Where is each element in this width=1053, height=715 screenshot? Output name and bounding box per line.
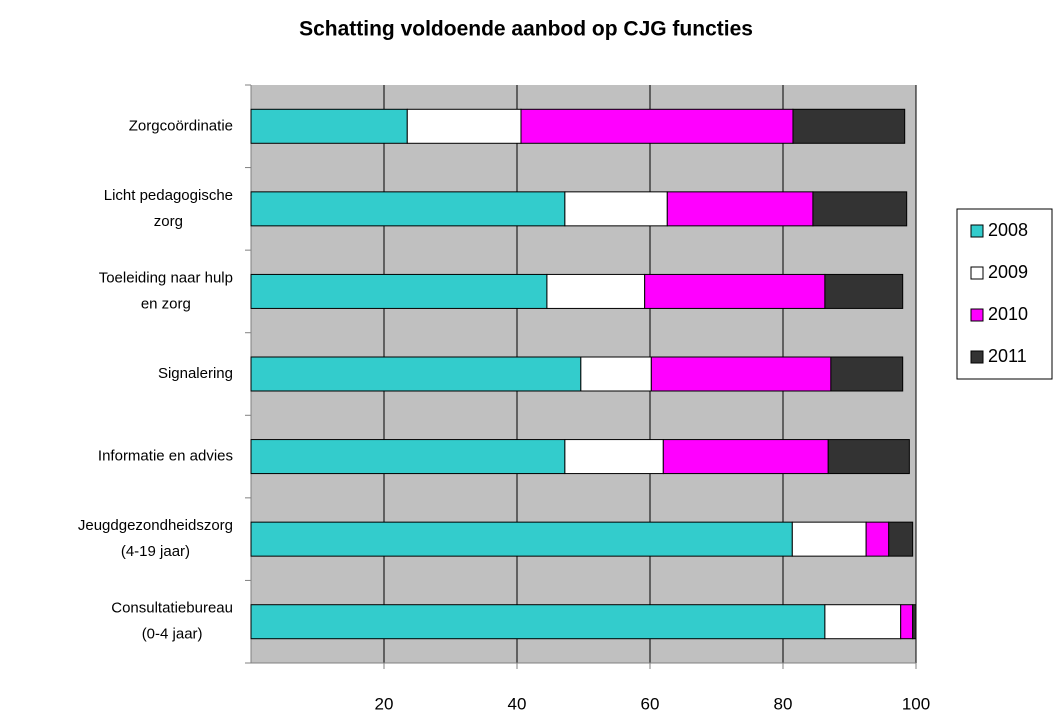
bar-segment — [250, 273, 548, 309]
x-tick-label: 40 — [508, 694, 527, 713]
y-tick-label: Signalering — [158, 365, 233, 382]
bar-segment — [250, 604, 826, 640]
bar-segment — [644, 273, 826, 309]
bar-segment — [406, 108, 522, 144]
y-tick-label: Informatie en advies — [98, 448, 233, 465]
bar-segment — [830, 356, 904, 392]
bar-segment — [827, 439, 910, 475]
bar-segment — [888, 521, 914, 557]
legend-swatch — [970, 350, 984, 364]
legend-swatch — [970, 266, 984, 280]
bar-segment — [792, 108, 906, 144]
bar-segment — [520, 108, 794, 144]
x-tick-label: 100 — [902, 694, 930, 713]
y-tick-label: Consultatiebureau (0-4 jaar) — [111, 600, 233, 643]
bar-segment — [900, 604, 914, 640]
bar-segment — [580, 356, 652, 392]
legend-label: 2011 — [988, 346, 1027, 366]
x-tick-label: 80 — [774, 694, 793, 713]
bar-segment — [912, 604, 917, 640]
bar-segment — [666, 191, 814, 227]
legend-label: 2010 — [988, 304, 1028, 324]
x-tick-label: 60 — [641, 694, 660, 713]
bar-segment — [564, 439, 664, 475]
y-tick-label: Zorgcoördinatie — [129, 117, 233, 134]
bar-segment — [564, 191, 668, 227]
bar-segment — [250, 356, 582, 392]
bar-segment — [865, 521, 890, 557]
y-tick-label: Licht pedagogische zorg — [104, 187, 233, 230]
chart-title: Schatting voldoende aanbod op CJG functi… — [299, 18, 753, 41]
legend-label: 2009 — [988, 262, 1028, 282]
bar-segment — [250, 439, 566, 475]
bar-segment — [791, 521, 867, 557]
bar-segment — [250, 191, 566, 227]
bar-segment — [824, 273, 904, 309]
y-tick-label: Jeugdgezondheidszorg (4-19 jaar) — [78, 517, 233, 560]
x-tick-label: 20 — [375, 694, 394, 713]
bar-segment — [250, 521, 793, 557]
y-tick-label: Toeleiding naar hulp en zorg — [99, 269, 233, 312]
bar-segment — [546, 273, 646, 309]
bar-segment — [824, 604, 902, 640]
legend-label: 2008 — [988, 220, 1028, 240]
bar-segment — [250, 108, 408, 144]
bar-segment — [812, 191, 908, 227]
bar-segment — [650, 356, 832, 392]
legend-swatch — [970, 308, 984, 322]
bar-segment — [662, 439, 829, 475]
legend-swatch — [970, 224, 984, 238]
